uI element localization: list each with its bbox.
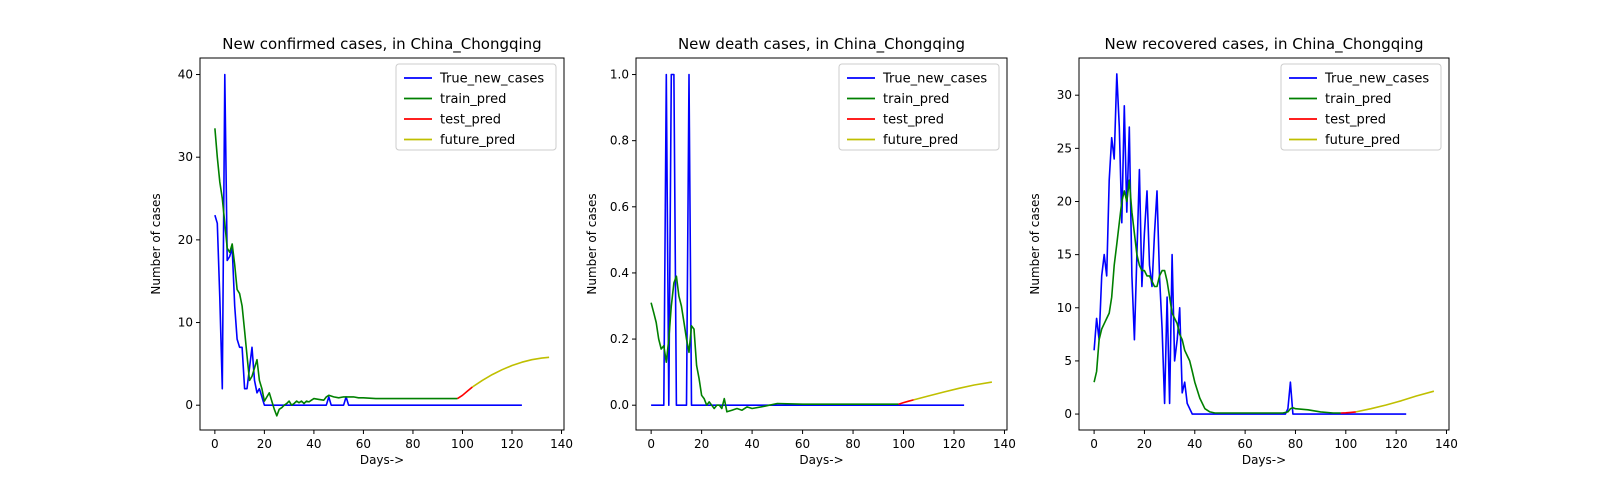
plot-frame xyxy=(1078,57,1450,431)
x-tick-label: 120 xyxy=(501,437,524,451)
y-tick-label: 1.0 xyxy=(610,68,629,82)
y-axis-label: Number of cases xyxy=(1028,193,1042,294)
x-axis-label: Days-> xyxy=(1242,453,1286,467)
legend-label: train_pred xyxy=(440,92,506,107)
series-line-future-pred xyxy=(471,356,550,388)
legend-label: test_pred xyxy=(440,113,501,128)
chart-title: New confirmed cases, in China_Chongqing xyxy=(222,35,541,54)
legend-box xyxy=(1280,63,1442,151)
chart-title: New recovered cases, in China_Chongqing xyxy=(1105,35,1424,54)
x-tick-label: 100 xyxy=(892,437,915,451)
series-line-train-pred xyxy=(1093,179,1341,414)
x-tick-label: 60 xyxy=(795,437,810,451)
series-line-train-pred xyxy=(214,128,458,417)
series-line-future-pred xyxy=(1355,390,1435,413)
series-line-true-new-cases xyxy=(651,73,965,407)
confirmed-cases-chart: 0 20 40 60 80 100 120 140 0 10 20 30 40 New confirmed… xyxy=(149,35,573,467)
chart-title: New death cases, in China_Chongqing xyxy=(678,35,965,54)
x-tick-label: 140 xyxy=(993,437,1016,451)
x-tick-label: 40 xyxy=(306,437,321,451)
x-tick-label: 100 xyxy=(451,437,474,451)
x-tick-label: 80 xyxy=(405,437,420,451)
legend-box xyxy=(838,63,1000,151)
series-line-true-new-cases xyxy=(1093,73,1407,415)
recovered-cases-chart: 0 20 40 60 80 100 120 140 0 5 10 15 20 25 30 New recove… xyxy=(1028,35,1458,467)
y-tick-label: 0.2 xyxy=(610,332,629,346)
x-tick-label: 120 xyxy=(943,437,966,451)
legend: True_new_cases train_pred test_pred future_… xyxy=(1280,63,1442,151)
series-line-future-pred xyxy=(913,381,993,401)
legend-label: True_new_cases xyxy=(882,72,987,87)
legend-label: train_pred xyxy=(1325,92,1391,107)
x-tick-label: 20 xyxy=(257,437,272,451)
y-tick-label: 25 xyxy=(1057,141,1072,155)
x-tick-label: 40 xyxy=(1187,437,1202,451)
x-tick-label: 100 xyxy=(1334,437,1357,451)
x-tick-label: 60 xyxy=(1237,437,1252,451)
series-line-train-pred xyxy=(650,275,899,413)
x-tick-label: 20 xyxy=(1137,437,1152,451)
y-tick-label: 20 xyxy=(178,233,193,247)
x-tick-label: 40 xyxy=(744,437,759,451)
y-tick-label: 30 xyxy=(178,150,193,164)
x-tick-label: 80 xyxy=(1288,437,1303,451)
x-axis-label: Days-> xyxy=(799,453,843,467)
x-tick-label: 80 xyxy=(845,437,860,451)
legend-label: train_pred xyxy=(883,92,949,107)
y-tick-label: 0 xyxy=(1064,407,1072,421)
x-tick-label: 140 xyxy=(550,437,573,451)
y-axis-label: Number of cases xyxy=(149,193,163,294)
y-tick-label: 20 xyxy=(1057,194,1072,208)
y-axis-label: Number of cases xyxy=(585,193,599,294)
x-tick-label: 0 xyxy=(647,437,655,451)
y-tick-label: 0.0 xyxy=(610,398,629,412)
y-tick-label: 0.4 xyxy=(610,266,629,280)
legend-label: future_pred xyxy=(883,133,958,148)
legend-label: future_pred xyxy=(1325,133,1400,148)
y-tick-label: 10 xyxy=(178,316,193,330)
plot-frame xyxy=(635,57,1008,431)
legend-label: test_pred xyxy=(883,113,944,128)
x-tick-label: 0 xyxy=(211,437,219,451)
legend-label: test_pred xyxy=(1325,113,1386,128)
x-tick-label: 140 xyxy=(1435,437,1458,451)
legend-label: True_new_cases xyxy=(1324,72,1429,87)
y-tick-label: 0 xyxy=(185,398,193,412)
y-tick-label: 10 xyxy=(1057,301,1072,315)
legend: True_new_cases train_pred test_pred future_… xyxy=(838,63,1000,151)
death-cases-chart: 0 20 40 60 80 100 120 140 0.0 0.2 0.4 0.6 0.8 1.0 New … xyxy=(585,35,1016,467)
y-tick-label: 0.6 xyxy=(610,200,629,214)
legend-box xyxy=(395,63,557,151)
legend: True_new_cases train_pred test_pred future_… xyxy=(395,63,557,151)
series-line-test-pred xyxy=(898,399,914,405)
legend-label: True_new_cases xyxy=(439,72,544,87)
series-line-test-pred xyxy=(1340,411,1356,414)
legend-label: future_pred xyxy=(440,133,515,148)
series-line-test-pred xyxy=(457,386,473,400)
x-tick-label: 20 xyxy=(694,437,709,451)
y-tick-label: 15 xyxy=(1057,248,1072,262)
y-tick-label: 40 xyxy=(178,68,193,82)
x-tick-label: 60 xyxy=(356,437,371,451)
x-tick-label: 0 xyxy=(1090,437,1098,451)
y-tick-label: 5 xyxy=(1064,354,1072,368)
plot-frame xyxy=(199,57,565,431)
x-axis-label: Days-> xyxy=(360,453,404,467)
y-tick-label: 0.8 xyxy=(610,134,629,148)
y-tick-label: 30 xyxy=(1057,88,1072,102)
x-tick-label: 120 xyxy=(1385,437,1408,451)
